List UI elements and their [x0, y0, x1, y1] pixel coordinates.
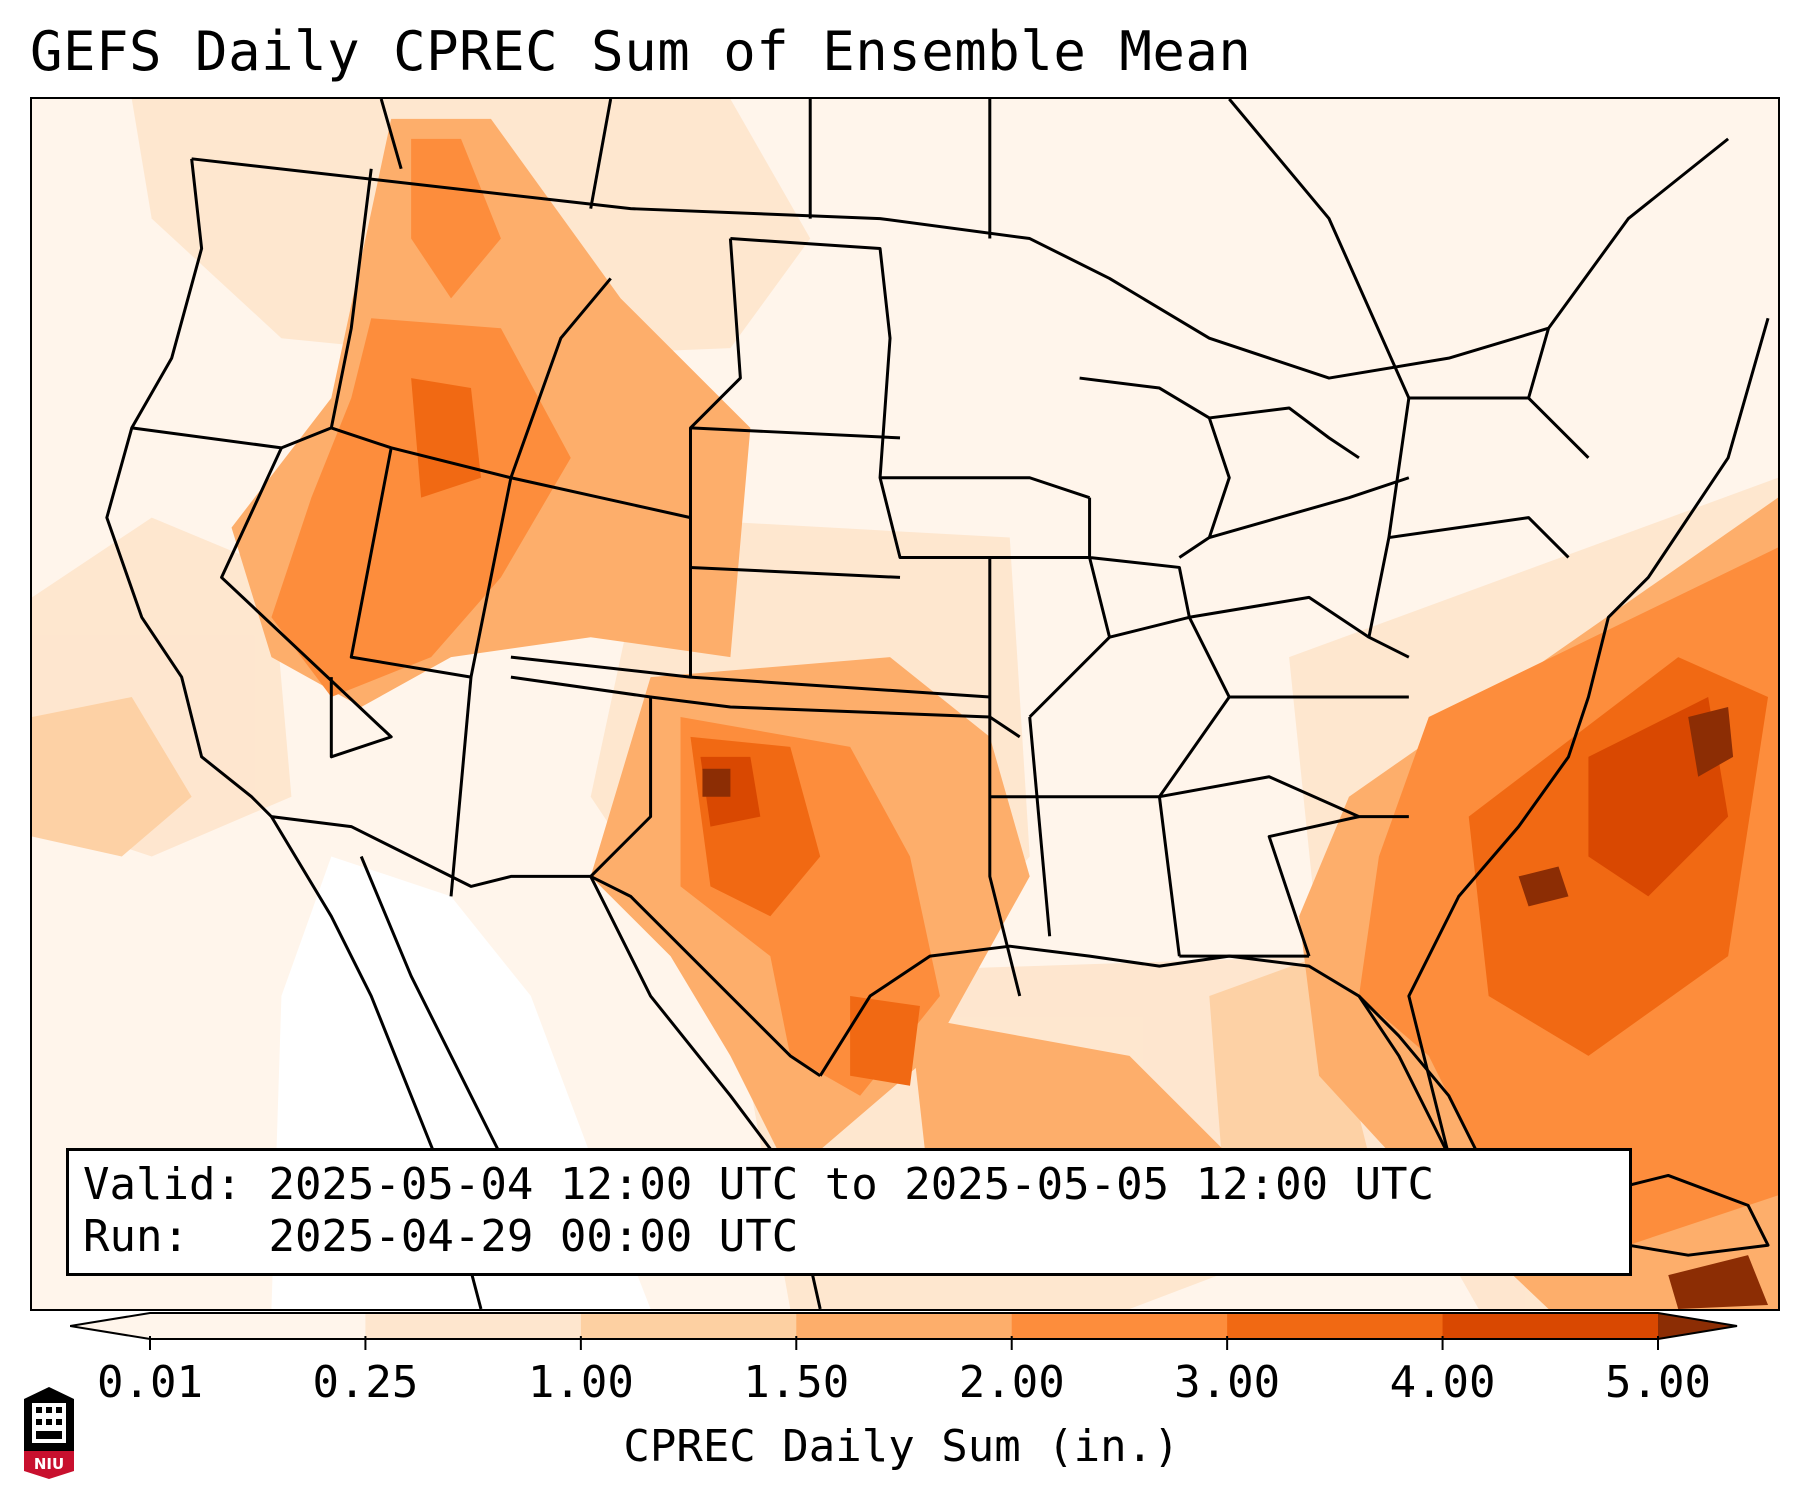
- colorbar: [70, 1312, 1738, 1340]
- us-mexico-border: [271, 815, 822, 1078]
- colorbar-segment: [150, 1313, 366, 1339]
- colorbar-tick-label: 1.00: [527, 1357, 634, 1408]
- colorbar-segment: [796, 1313, 1013, 1339]
- map-outlines: [105, 99, 1770, 1309]
- colorbar-segment: [365, 1313, 582, 1339]
- colorbar-segment: [580, 1313, 797, 1339]
- run-label: Run:: [83, 1211, 189, 1262]
- colorbar-segment: [1011, 1313, 1228, 1339]
- colorbar-tick-label: 5.00: [1605, 1357, 1711, 1408]
- precip-field-max: [700, 697, 1769, 1309]
- valid-run-info-box: Valid: 2025-05-04 12:00 UTC to 2025-05-0…: [66, 1148, 1632, 1276]
- great-lakes: [1079, 376, 1410, 559]
- us-west-coast: [105, 158, 273, 818]
- colorbar-extend-high: [1658, 1313, 1737, 1339]
- map-panel: [30, 97, 1780, 1311]
- valid-label: Valid:: [83, 1159, 242, 1210]
- colorbar-label: CPREC Daily Sum (in.): [623, 1421, 1180, 1472]
- colorbar-extend-low: [70, 1313, 150, 1339]
- precip-map: [32, 99, 1778, 1309]
- run-text: 2025-04-29 00:00 UTC: [268, 1211, 799, 1262]
- colorbar-tick-label: 1.50: [743, 1357, 850, 1408]
- colorbar-ticks: [149, 1336, 1659, 1350]
- colorbar-tick-label: 2.00: [958, 1357, 1065, 1408]
- chart-title: GEFS Daily CPREC Sum of Ensemble Mean: [30, 20, 1252, 83]
- colorbar-tick-label: 0.01: [97, 1357, 203, 1408]
- colorbar-segment: [1442, 1313, 1659, 1339]
- valid-text: 2025-05-04 12:00 UTC to 2025-05-05 12:00…: [268, 1159, 1435, 1210]
- east-coast: [1407, 317, 1770, 1156]
- colorbar-tick-label: 4.00: [1389, 1357, 1496, 1408]
- colorbar-segment: [1227, 1313, 1444, 1339]
- us-canada-border: [191, 137, 1730, 380]
- svg-text:NIU: NIU: [34, 1455, 64, 1473]
- colorbar-tick-label: 0.25: [312, 1357, 419, 1408]
- gulf-coast: [818, 944, 1451, 1157]
- niu-logo: NIU: [24, 1387, 74, 1479]
- colorbar-tick-label: 3.00: [1174, 1357, 1281, 1408]
